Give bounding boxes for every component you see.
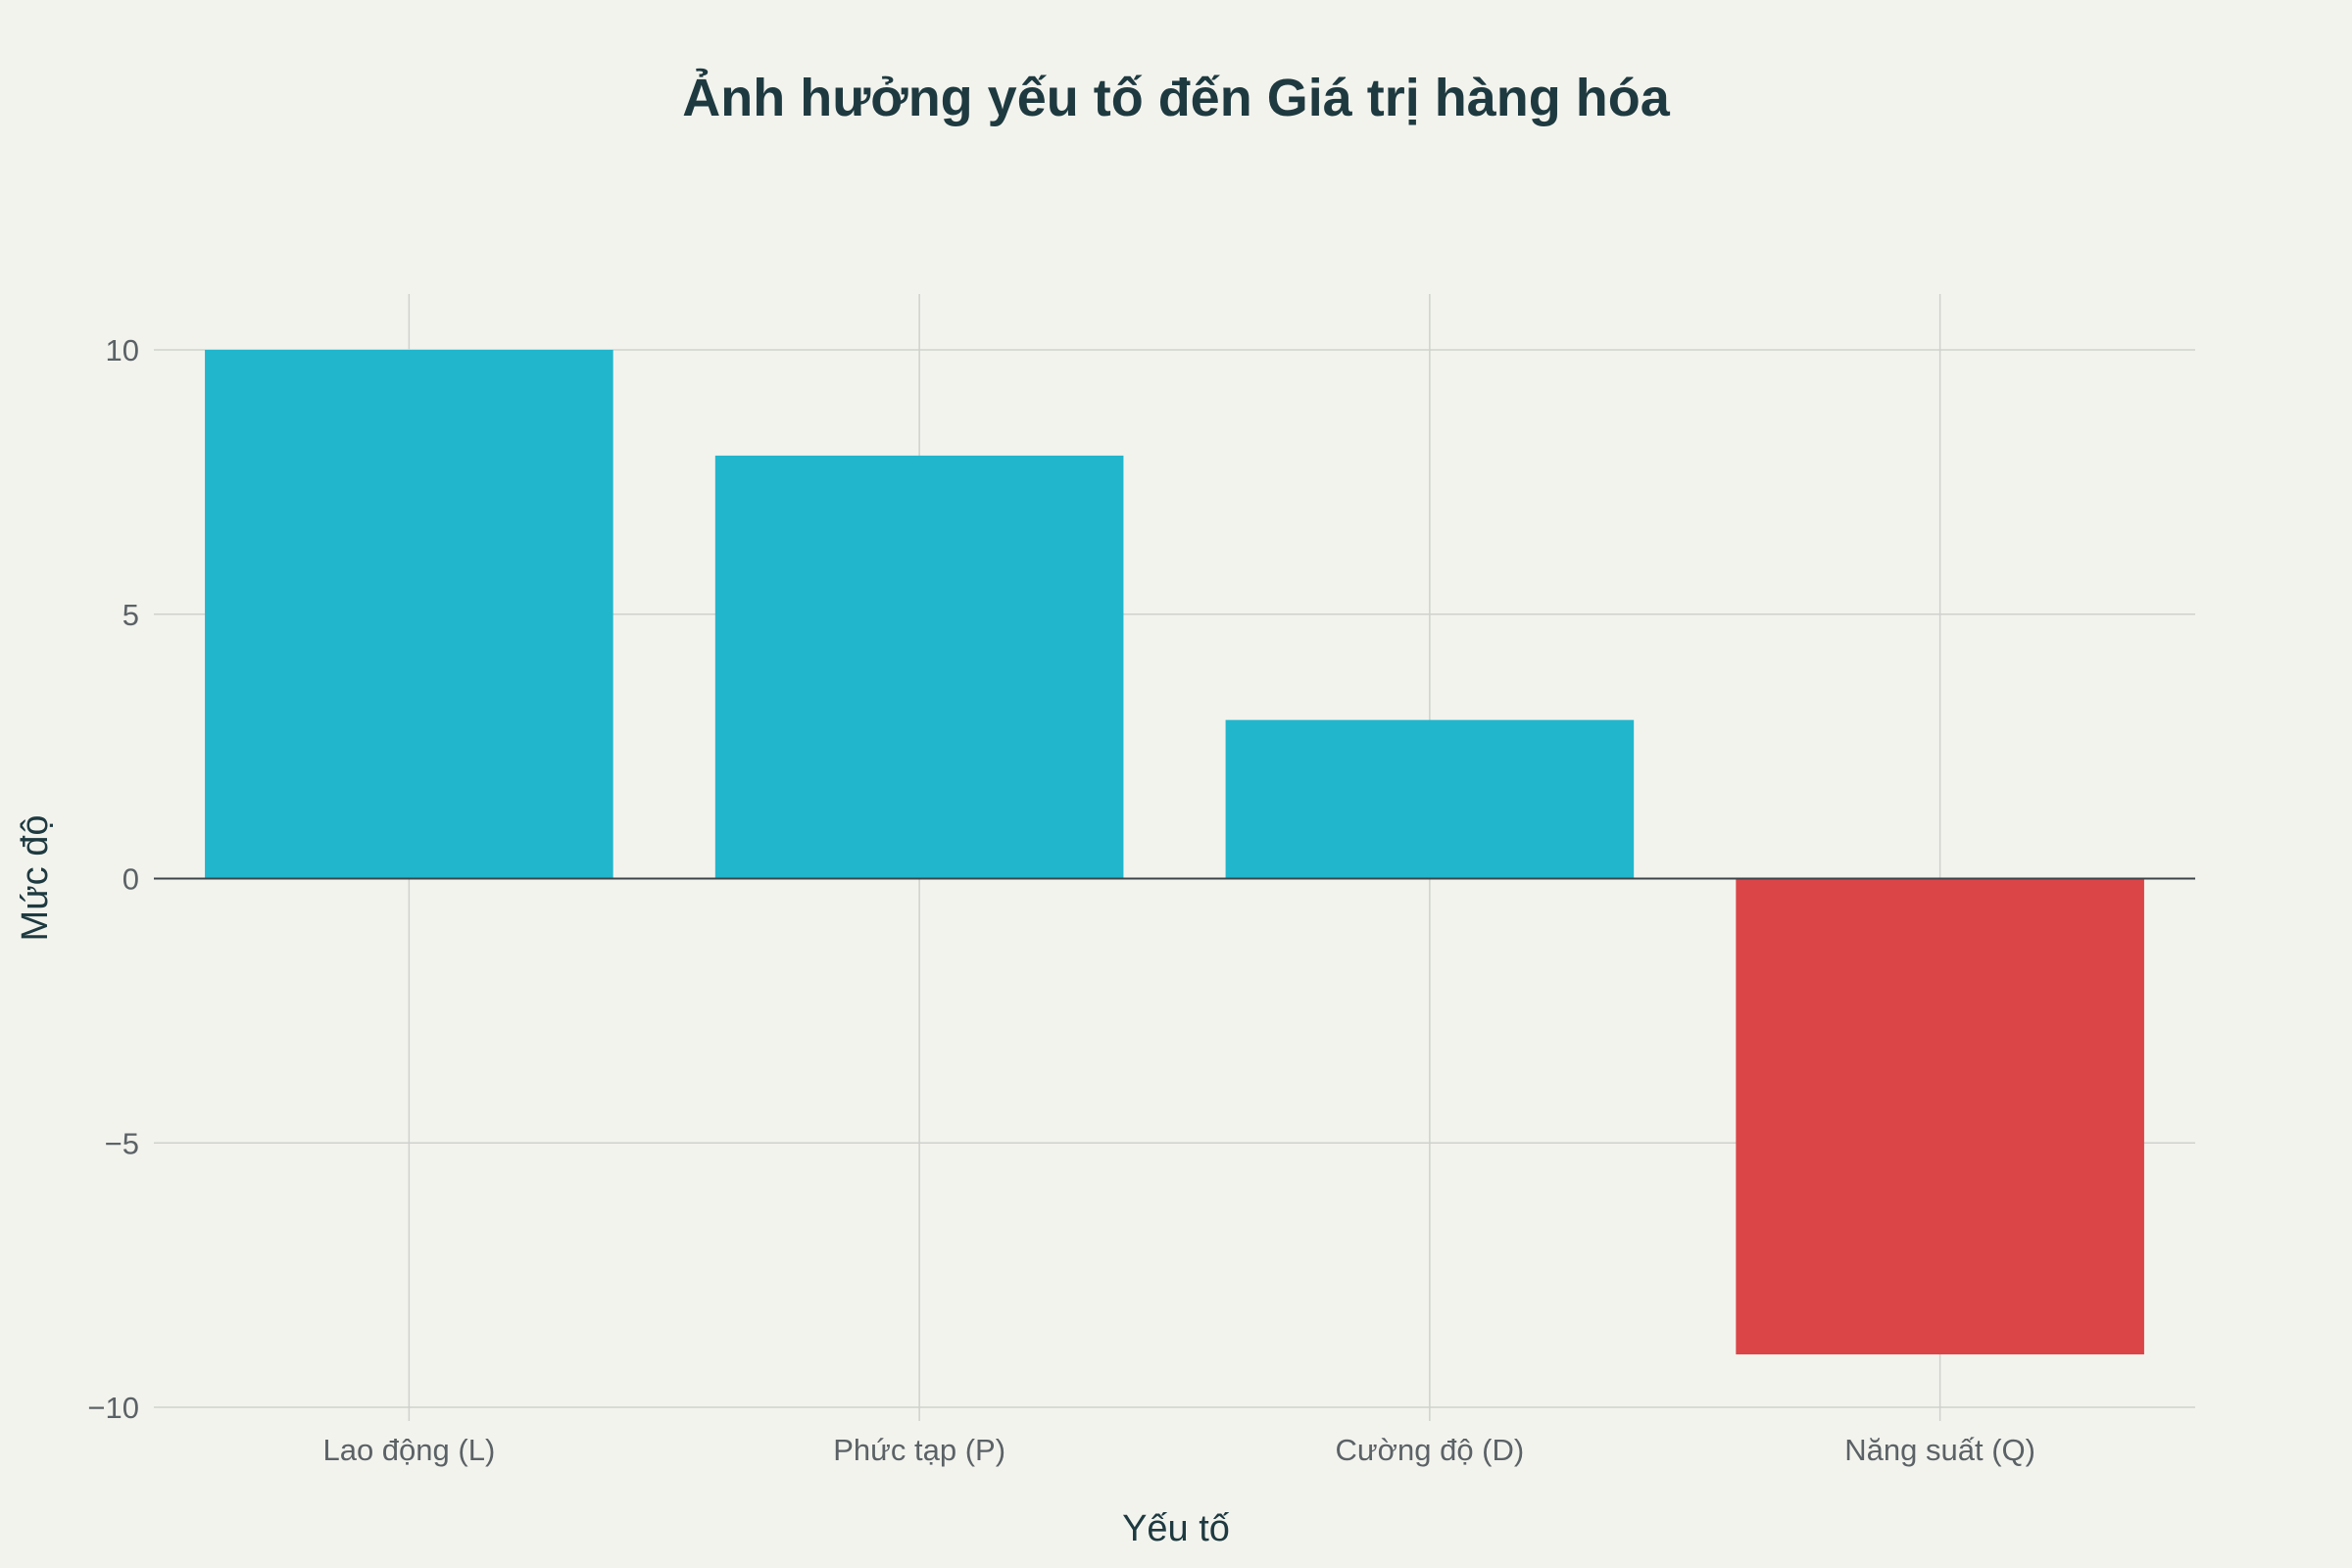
y-tick-label: 0 (122, 862, 139, 897)
bars (205, 350, 2144, 1355)
x-axis-ticks: Lao động (L) Phức tạp (P) Cường độ (D) Năng… (322, 1433, 2035, 1467)
y-axis-title: Mức độ (15, 815, 56, 942)
bar (714, 455, 1124, 879)
x-tick-label: Cường độ (D) (1336, 1433, 1525, 1467)
x-tick-label: Năng suất (Q) (1844, 1433, 2035, 1467)
x-tick-label: Phức tạp (P) (833, 1433, 1005, 1467)
y-tick-label: −10 (87, 1391, 139, 1425)
x-tick-label: Lao động (L) (322, 1433, 495, 1467)
x-axis-title: Yếu tố (1122, 1508, 1230, 1549)
y-tick-label: −5 (105, 1126, 139, 1160)
y-tick-label: 10 (106, 333, 139, 368)
bar (1225, 719, 1635, 879)
bar (205, 350, 613, 879)
chart-title: Ảnh hưởng yếu tố đến Giá trị hàng hóa (682, 69, 1670, 127)
y-tick-label: 5 (122, 598, 139, 632)
bar (1736, 878, 2144, 1355)
y-axis-ticks: 10 5 0 −5 −10 (87, 333, 139, 1425)
